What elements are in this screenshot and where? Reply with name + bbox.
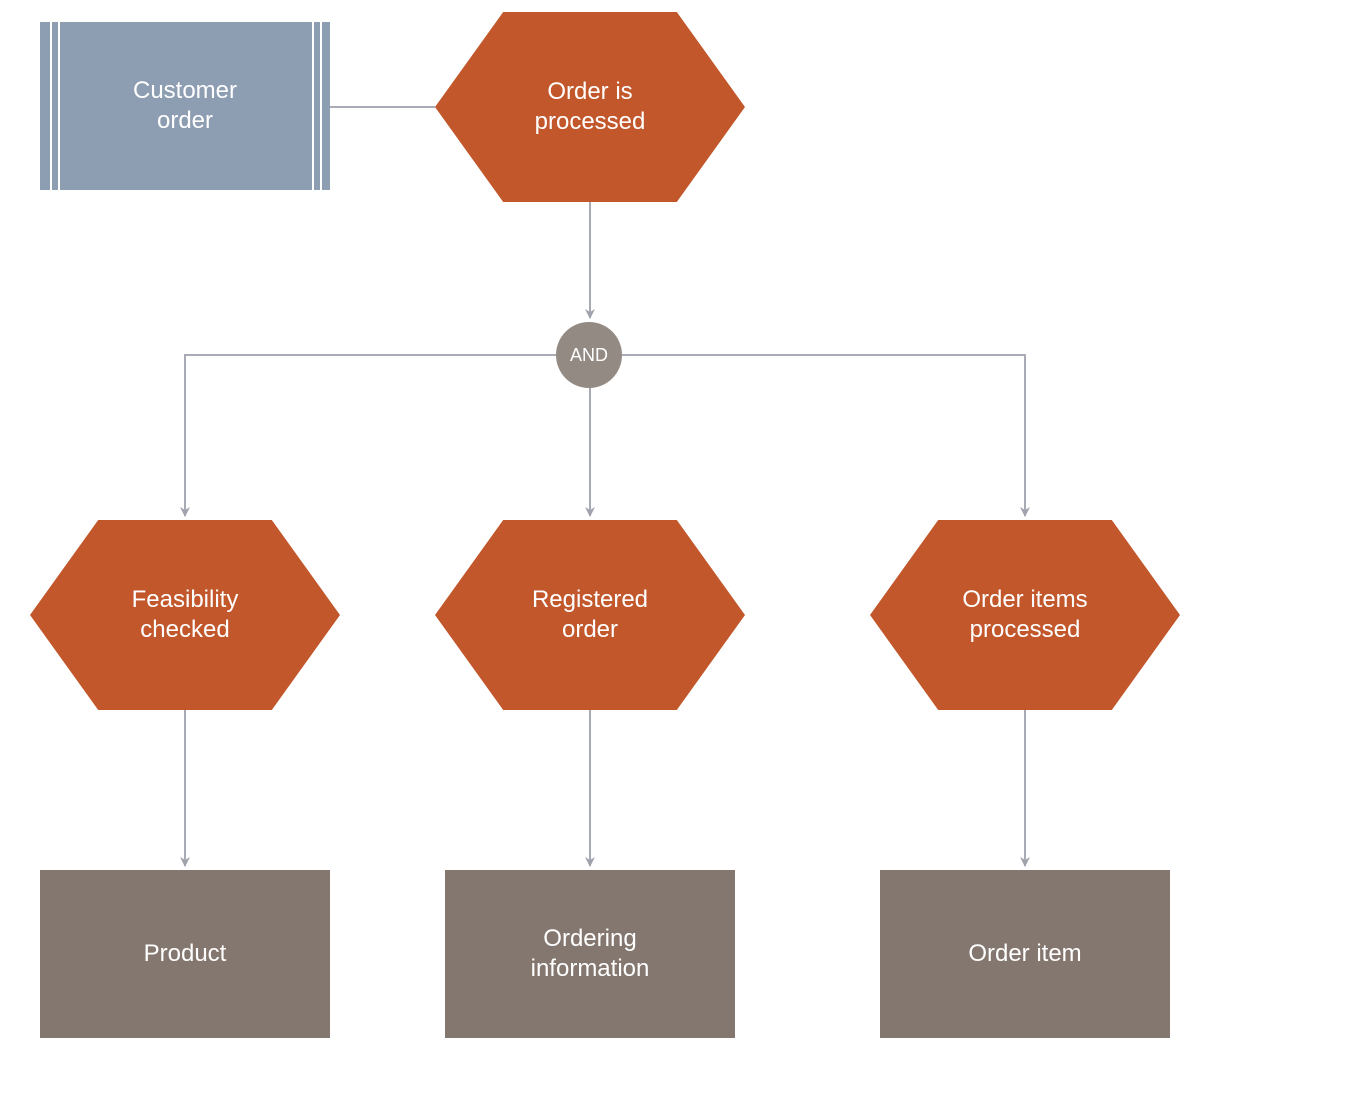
edge-and_connector-to-order_items_processed: [622, 355, 1025, 516]
node-label: Order items processed: [944, 585, 1105, 645]
diagram-canvas: Customer order Order is processed AND Fe…: [0, 0, 1354, 1100]
node-order-item: Order item: [880, 870, 1170, 1038]
datastore-stripe: [312, 22, 314, 190]
node-label: Registered order: [514, 585, 666, 645]
node-customer-order: Customer order: [40, 22, 330, 190]
datastore-stripe: [50, 22, 52, 190]
edge-and_connector-to-feasibility_checked: [185, 355, 556, 516]
node-label: Ordering information: [513, 924, 668, 984]
node-label: Feasibility checked: [114, 585, 257, 645]
node-label: Order is processed: [517, 77, 664, 137]
datastore-stripe: [58, 22, 60, 190]
edge-group: [185, 107, 1025, 866]
node-label: Order item: [950, 939, 1099, 969]
node-label: Product: [126, 939, 245, 969]
node-label: Customer order: [115, 76, 255, 136]
node-label: AND: [570, 344, 608, 367]
node-product: Product: [40, 870, 330, 1038]
datastore-stripe: [320, 22, 322, 190]
node-ordering-information: Ordering information: [445, 870, 735, 1038]
node-and-connector: AND: [556, 322, 622, 388]
